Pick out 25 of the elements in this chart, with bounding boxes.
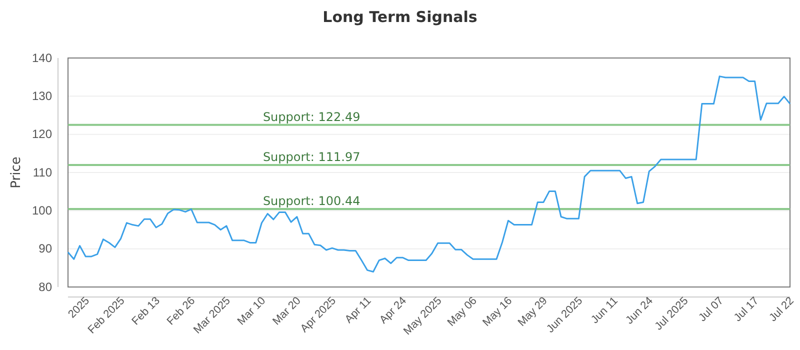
- y-axis-title: Price: [9, 156, 24, 188]
- x-tick-label: Feb 13: [130, 294, 162, 328]
- x-tick-label: Jun 24: [624, 294, 656, 327]
- y-tick-label: 120: [32, 127, 52, 142]
- x-tick-label: Mar 10: [235, 294, 268, 328]
- x-tick-label: Jul 22: [767, 294, 796, 324]
- x-tick-label: Jul 17: [732, 294, 762, 324]
- y-tick-label: 80: [38, 280, 52, 294]
- line-series: [67, 76, 791, 272]
- y-tick-label: 130: [32, 89, 52, 104]
- ref-line-label: Support: 100.44: [262, 194, 360, 208]
- x-tick-label: Jul 07: [696, 294, 726, 324]
- y-tick-label: 140: [32, 50, 52, 65]
- x-tick-label: Jun 11: [589, 294, 620, 326]
- y-tick-label: 110: [32, 165, 52, 180]
- y-tick-label: 100: [32, 204, 52, 218]
- x-tick-label: May 16: [480, 294, 515, 329]
- x-tick-label: Feb 26: [164, 294, 198, 328]
- y-tick-label: 90: [38, 242, 52, 256]
- ref-line-label: Support: 111.97: [262, 150, 360, 164]
- ref-line-label: Support: 122.49: [262, 110, 360, 124]
- x-tick-label: Apr 24: [378, 294, 409, 326]
- x-tick-label: Apr 11: [342, 294, 374, 326]
- x-tick-label: May 06: [445, 294, 480, 329]
- chart-title: Long Term Signals: [322, 8, 478, 26]
